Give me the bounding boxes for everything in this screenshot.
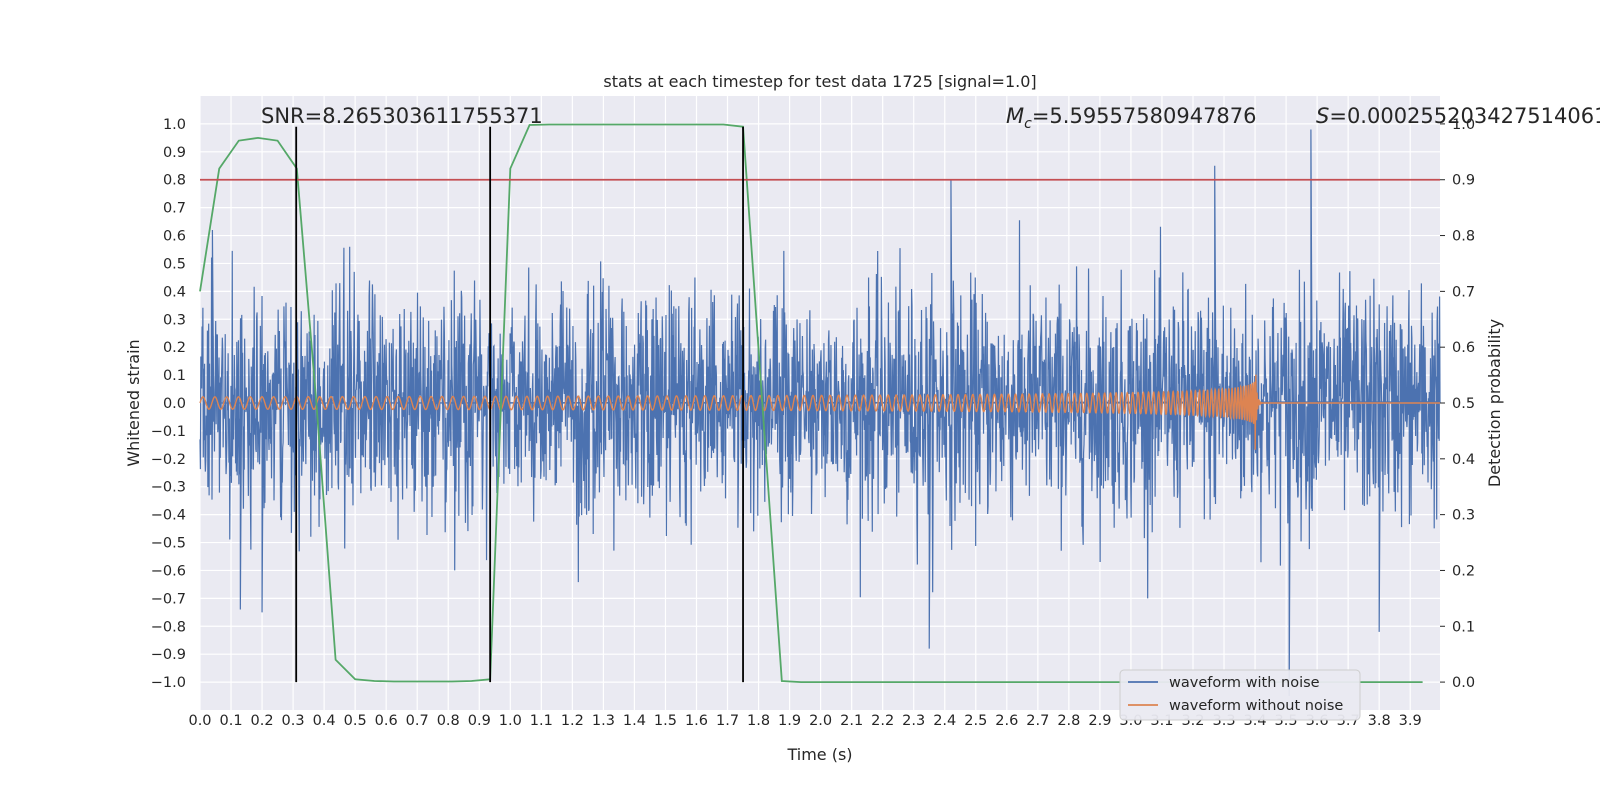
x-tick-label: 1.0: [499, 713, 522, 729]
x-tick-label: 0.0: [188, 713, 211, 729]
x-tick-label: 0.7: [406, 713, 429, 729]
y2-tick-label: 0.8: [1452, 229, 1475, 245]
y2-tick-label: 0.6: [1452, 340, 1475, 356]
x-tick-label: 2.8: [1057, 713, 1080, 729]
x-tick-label: 0.6: [375, 713, 398, 729]
y-tick-label: −1.0: [151, 675, 186, 691]
s-value: =0.0002552034275140613: [1329, 104, 1600, 128]
noisy-waveform-line: [199, 129, 1441, 697]
legend: waveform with noise waveform without noi…: [1119, 669, 1361, 721]
x-tick-label: 2.7: [1026, 713, 1049, 729]
x-tick-label: 0.9: [468, 713, 491, 729]
chart-title: stats at each timestep for test data 172…: [603, 72, 1036, 91]
chirp-mass-symbol: M: [1006, 104, 1024, 128]
y2-tick-label: 0.1: [1452, 619, 1475, 635]
x-tick-label: 1.9: [778, 713, 801, 729]
y2-tick-label: 0.3: [1452, 508, 1475, 524]
x-tick-label: 0.8: [437, 713, 460, 729]
x-tick-label: 2.6: [995, 713, 1018, 729]
x-tick-label: 1.6: [685, 713, 708, 729]
y2-tick-label: 0.7: [1452, 284, 1475, 300]
x-tick-label: 2.2: [871, 713, 894, 729]
y-tick-label: 0.2: [163, 340, 186, 356]
series-waveform-with-noise: [199, 129, 1441, 697]
y-tick-label: −0.2: [151, 452, 186, 468]
chirp-mass-value: =5.59557580947876: [1032, 104, 1257, 128]
y-tick-label: 0.4: [163, 284, 186, 300]
clean-waveform-line: [199, 374, 1440, 450]
y-tick-label: −0.5: [151, 536, 186, 552]
legend-label-clean: waveform without noise: [1169, 698, 1343, 714]
y2-tick-label: 0.0: [1452, 675, 1475, 691]
y-tick-label: −0.3: [151, 480, 186, 496]
y-tick-label: 0.5: [163, 256, 186, 272]
x-axis-label: Time (s): [786, 745, 852, 764]
series-waveform-without-noise: [199, 374, 1440, 450]
y-tick-label: −0.8: [151, 619, 186, 635]
x-tick-label: 3.9: [1399, 713, 1422, 729]
legend-label-noise: waveform with noise: [1169, 675, 1320, 691]
y-tick-label: 1.0: [163, 117, 186, 133]
y2-axis-ticks: 1.0 0.9 0.8 0.7 0.6 0.5 0.4 0.3 0.2 0.1 0.0: [1440, 117, 1475, 691]
x-tick-label: 1.8: [747, 713, 770, 729]
y-tick-label: 0.9: [163, 145, 186, 161]
x-tick-label: 2.0: [809, 713, 832, 729]
y-axis-ticks: 1.0 0.9 0.8 0.7 0.6 0.5 0.4 0.3 0.2 0.1 0.0 −0.1 −0.…: [151, 117, 186, 691]
x-tick-label: 2.3: [902, 713, 925, 729]
series-detection-probability: [199, 123, 1423, 683]
x-tick-label: 1.3: [592, 713, 615, 729]
threshold-and-markers: [200, 126, 1440, 683]
detection-probability-line: [199, 123, 1423, 683]
y2-tick-label: 0.9: [1452, 173, 1475, 189]
x-tick-label: 0.3: [282, 713, 305, 729]
x-tick-label: 1.7: [716, 713, 739, 729]
s-symbol: S: [1316, 104, 1329, 128]
y-tick-label: −0.6: [151, 563, 186, 579]
y2-tick-label: 0.2: [1452, 563, 1475, 579]
y-tick-label: −0.4: [151, 508, 186, 524]
y-tick-label: −0.1: [151, 424, 186, 440]
x-tick-label: 0.4: [313, 713, 336, 729]
y-tick-label: 0.1: [163, 368, 186, 384]
y2-axis-label: Detection probability: [1485, 319, 1504, 487]
x-tick-label: 3.8: [1368, 713, 1391, 729]
x-tick-label: 0.2: [251, 713, 274, 729]
y2-tick-label: 1.0: [1452, 117, 1475, 133]
y-tick-label: 0.0: [163, 396, 186, 412]
y-tick-label: 0.7: [163, 201, 186, 217]
x-tick-label: 0.1: [219, 713, 242, 729]
chirp-mass-subscript: c: [1024, 116, 1032, 132]
y-tick-label: 0.3: [163, 312, 186, 328]
y-tick-label: 0.6: [163, 229, 186, 245]
s-annotation: S=0.0002552034275140613: [1316, 104, 1600, 128]
x-tick-label: 2.5: [964, 713, 987, 729]
x-tick-label: 1.4: [623, 713, 646, 729]
x-tick-label: 1.5: [654, 713, 677, 729]
y2-tick-label: 0.5: [1452, 396, 1475, 412]
x-tick-label: 0.5: [344, 713, 367, 729]
x-tick-label: 1.1: [530, 713, 553, 729]
x-tick-label: 1.2: [561, 713, 584, 729]
snr-annotation: SNR=8.265303611755371: [261, 104, 543, 128]
y-tick-label: −0.9: [151, 647, 186, 663]
legend-box: [1119, 669, 1361, 721]
y-axis-label: Whitened strain: [124, 339, 143, 466]
y-tick-label: 0.8: [163, 173, 186, 189]
y-tick-label: −0.7: [151, 591, 186, 607]
x-tick-label: 2.1: [840, 713, 863, 729]
chirp-mass-annotation: Mc=5.59557580947876: [1006, 104, 1257, 132]
y2-tick-label: 0.4: [1452, 452, 1475, 468]
x-tick-label: 2.9: [1088, 713, 1111, 729]
x-tick-label: 2.4: [933, 713, 956, 729]
